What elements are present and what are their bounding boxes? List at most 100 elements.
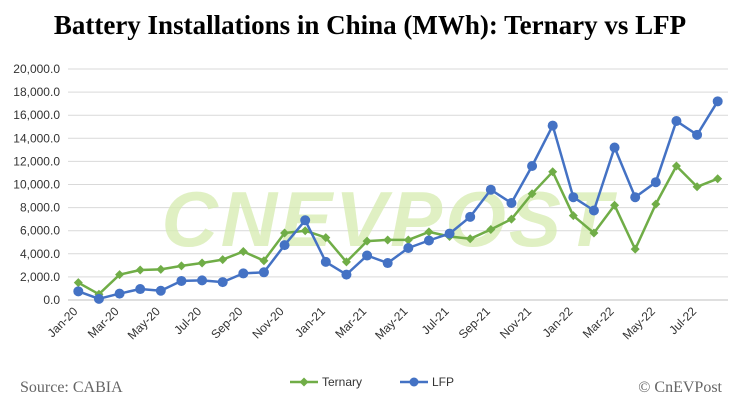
data-point-lfp bbox=[547, 120, 558, 131]
y-tick-label: 12,000.0 bbox=[13, 154, 60, 168]
data-point-lfp bbox=[609, 142, 620, 153]
data-point-lfp bbox=[588, 205, 599, 216]
data-point-ternary bbox=[362, 236, 372, 246]
y-tick-label: 6,000.0 bbox=[20, 224, 60, 238]
y-tick-label: 4,000.0 bbox=[20, 247, 60, 261]
data-point-ternary bbox=[300, 226, 310, 236]
chart-title: Battery Installations in China (MWh): Te… bbox=[54, 10, 686, 40]
x-tick-label: Jan-22 bbox=[540, 304, 576, 340]
data-point-ternary bbox=[568, 211, 578, 221]
data-point-ternary bbox=[548, 167, 558, 177]
x-tick-label: May-20 bbox=[125, 304, 163, 342]
data-point-ternary bbox=[176, 261, 186, 271]
data-point-lfp bbox=[320, 256, 331, 267]
grid bbox=[68, 68, 728, 278]
x-tick-label: Jul-22 bbox=[666, 304, 699, 337]
data-point-lfp bbox=[341, 269, 352, 280]
source-note: Source: CABIA bbox=[20, 379, 123, 396]
data-point-lfp bbox=[238, 268, 249, 279]
data-point-lfp bbox=[114, 288, 125, 299]
legend-marker-lfp bbox=[409, 377, 419, 387]
data-point-lfp bbox=[217, 277, 228, 288]
data-point-ternary bbox=[506, 214, 516, 224]
data-point-ternary bbox=[692, 182, 702, 192]
data-point-ternary bbox=[671, 161, 681, 171]
data-point-lfp bbox=[382, 258, 393, 269]
y-tick-label: 16,000.0 bbox=[13, 108, 60, 122]
data-point-ternary bbox=[610, 200, 620, 210]
x-tick-label: Jan-20 bbox=[45, 304, 81, 340]
data-point-ternary bbox=[424, 227, 434, 237]
x-tick-label: Sep-20 bbox=[208, 304, 245, 341]
data-point-lfp bbox=[197, 275, 208, 286]
data-point-ternary bbox=[135, 265, 145, 275]
data-point-ternary bbox=[73, 278, 83, 288]
x-tick-label: May-21 bbox=[372, 304, 410, 342]
data-point-lfp bbox=[176, 275, 187, 286]
data-point-ternary bbox=[197, 258, 207, 268]
data-point-lfp bbox=[93, 293, 104, 304]
x-tick-label: Sep-21 bbox=[456, 304, 493, 341]
data-point-ternary bbox=[465, 234, 475, 244]
data-point-lfp bbox=[135, 284, 146, 295]
x-axis-ticks: Jan-20 Mar-20 May-20 Jul-20 Sep-20 Nov-20 Jan-… bbox=[45, 304, 700, 342]
data-point-lfp bbox=[527, 161, 538, 172]
data-point-lfp bbox=[650, 177, 661, 188]
x-tick-label: Mar-21 bbox=[332, 304, 369, 341]
x-tick-label: Jul-20 bbox=[171, 304, 204, 337]
data-point-ternary bbox=[115, 270, 125, 280]
data-point-ternary bbox=[218, 255, 228, 265]
y-tick-label: 18,000.0 bbox=[13, 85, 60, 99]
data-point-ternary bbox=[589, 228, 599, 238]
data-point-ternary bbox=[713, 174, 723, 184]
data-point-lfp bbox=[568, 192, 579, 203]
y-tick-label: 2,000.0 bbox=[20, 270, 60, 284]
x-tick-label: Nov-20 bbox=[249, 304, 286, 341]
data-point-lfp bbox=[692, 129, 703, 140]
credit-note: © CnEVPost bbox=[638, 379, 722, 396]
x-tick-label: Jul-21 bbox=[419, 304, 452, 337]
x-tick-label: Mar-20 bbox=[85, 304, 122, 341]
y-tick-label: 10,000.0 bbox=[13, 178, 60, 192]
data-point-lfp bbox=[73, 286, 84, 297]
data-point-lfp bbox=[279, 240, 290, 251]
data-point-lfp bbox=[485, 184, 496, 195]
data-point-lfp bbox=[712, 96, 723, 107]
data-point-ternary bbox=[280, 228, 290, 238]
data-point-lfp bbox=[465, 211, 476, 222]
data-point-ternary bbox=[527, 189, 537, 199]
data-point-lfp bbox=[671, 115, 682, 126]
x-tick-label: May-22 bbox=[620, 304, 658, 342]
data-point-lfp bbox=[506, 197, 517, 208]
legend-item-lfp: LFP bbox=[400, 375, 454, 389]
data-point-ternary bbox=[156, 264, 166, 274]
data-point-ternary bbox=[486, 225, 496, 235]
x-tick-label: Mar-22 bbox=[580, 304, 617, 341]
data-point-lfp bbox=[444, 228, 455, 239]
x-tick-label: Jan-21 bbox=[292, 304, 328, 340]
data-point-ternary bbox=[238, 246, 248, 256]
data-point-lfp bbox=[300, 215, 311, 226]
data-point-ternary bbox=[383, 235, 393, 245]
data-point-lfp bbox=[362, 250, 373, 261]
data-point-lfp bbox=[403, 243, 414, 254]
data-point-lfp bbox=[258, 267, 269, 278]
data-point-ternary bbox=[321, 233, 331, 243]
data-point-ternary bbox=[630, 244, 640, 254]
legend-label-lfp: LFP bbox=[432, 375, 454, 389]
data-point-ternary bbox=[259, 256, 269, 266]
legend-item-ternary: Ternary bbox=[290, 375, 362, 389]
data-point-lfp bbox=[423, 235, 434, 246]
y-tick-label: 20,000.0 bbox=[13, 62, 60, 76]
y-axis-ticks: 0.0 2,000.0 4,000.0 6,000.0 8,000.0 10,000.0 1… bbox=[13, 62, 60, 307]
y-tick-label: 14,000.0 bbox=[13, 131, 60, 145]
legend-marker-ternary bbox=[299, 377, 309, 387]
series-lfp bbox=[73, 96, 723, 304]
data-point-ternary bbox=[341, 257, 351, 267]
data-point-lfp bbox=[630, 192, 641, 203]
y-tick-label: 8,000.0 bbox=[20, 201, 60, 215]
legend: Ternary LFP bbox=[290, 375, 454, 389]
y-tick-label: 0.0 bbox=[43, 293, 60, 307]
data-point-ternary bbox=[403, 235, 413, 245]
